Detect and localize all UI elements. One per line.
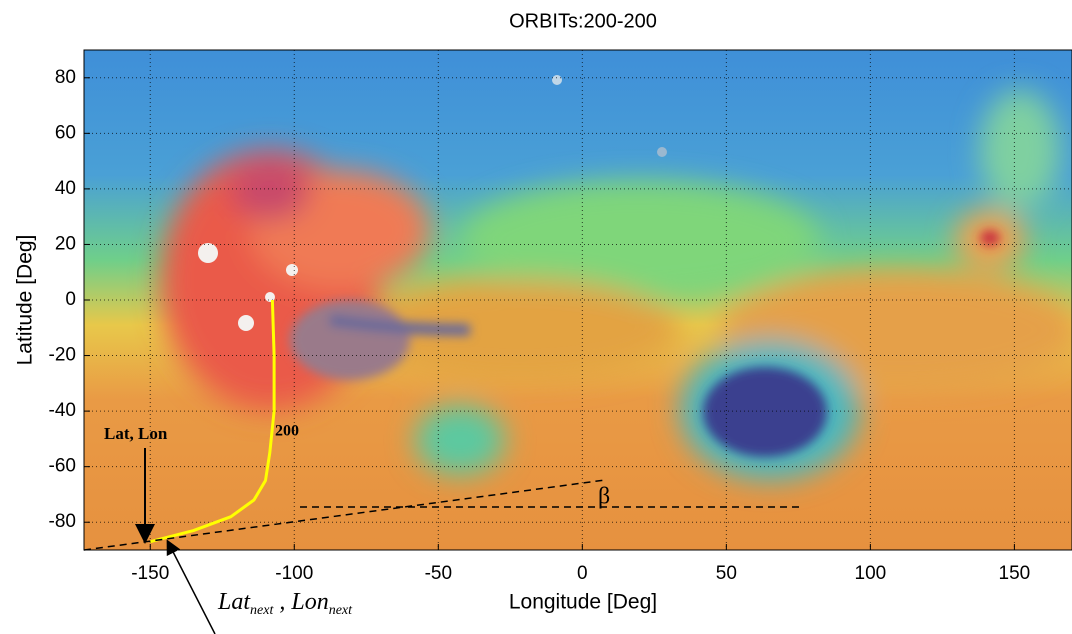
y-tick-label: 40 [55, 178, 76, 199]
y-tick-label: 20 [55, 233, 76, 254]
x-axis-label: Longitude [Deg] [509, 591, 657, 614]
y-tick-label: 0 [65, 289, 76, 310]
y-tick-label: -40 [49, 400, 76, 421]
chart-title: ORBITs:200-200 [509, 10, 657, 32]
orbit-label: 200 [275, 423, 299, 440]
angle-label: β [598, 484, 610, 510]
position-label: Lat, Lon [104, 424, 168, 443]
label-part: Lat [217, 589, 251, 615]
x-tick-label: -100 [275, 563, 313, 584]
label-subscript: next [250, 603, 274, 618]
page: {"chart_data": {"type": "line", "title":… [0, 0, 1072, 634]
label-subscript: next [329, 603, 353, 618]
x-tick-label: -150 [131, 563, 169, 584]
x-tick-label: 150 [999, 563, 1031, 584]
x-tick-label: 50 [716, 563, 737, 584]
x-tick-label: 0 [577, 563, 588, 584]
label-part: Lon [290, 589, 328, 615]
arrow [168, 542, 215, 634]
y-tick-label: 60 [55, 122, 76, 143]
label-part: , [273, 589, 291, 615]
x-tick-label: -50 [425, 563, 452, 584]
y-tick-label: -20 [49, 345, 76, 366]
x-tick-label: 100 [855, 563, 887, 584]
figure: -150 -100 -50 0 50 100 150 -80 -60 -40 -20 0 20 40 60 8… [0, 0, 1072, 634]
y-tick-label: -80 [49, 511, 76, 532]
y-tick-label: 80 [55, 67, 76, 88]
y-axis-label: Latitude [Deg] [14, 235, 37, 366]
y-tick-label: -60 [49, 456, 76, 477]
next-position-label: Latnext , Lonnext [217, 589, 353, 619]
